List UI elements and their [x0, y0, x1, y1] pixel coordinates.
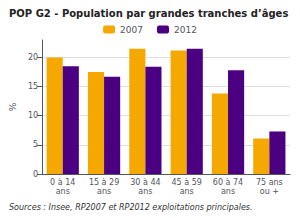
svg-text:ans: ans	[56, 187, 70, 196]
svg-text:ans: ans	[221, 187, 235, 196]
svg-text:20: 20	[28, 53, 38, 62]
svg-text:2012: 2012	[174, 25, 197, 35]
svg-text:ou +: ou +	[260, 187, 279, 196]
svg-text:POP G2 - Population par grande: POP G2 - Population par grandes tranches…	[9, 8, 288, 19]
svg-text:60 à 74: 60 à 74	[213, 178, 243, 187]
svg-text:ans: ans	[180, 187, 194, 196]
svg-text:Sources : Insee, RP2007 et RP2: Sources : Insee, RP2007 et RP2012 exploi…	[9, 203, 253, 212]
svg-text:15 à 29: 15 à 29	[89, 178, 119, 187]
svg-text:0 à 14: 0 à 14	[50, 178, 75, 187]
svg-text:ans: ans	[138, 187, 152, 196]
svg-text:10: 10	[28, 111, 38, 120]
svg-text:2007: 2007	[120, 25, 143, 35]
svg-text:ans: ans	[97, 187, 111, 196]
svg-text:%: %	[8, 102, 18, 111]
svg-text:5: 5	[33, 140, 38, 149]
svg-text:0: 0	[33, 170, 38, 179]
svg-text:15: 15	[28, 82, 38, 91]
svg-text:30 à 44: 30 à 44	[130, 178, 160, 187]
svg-text:75 ans: 75 ans	[256, 178, 283, 187]
svg-text:45 à 59: 45 à 59	[172, 178, 202, 187]
